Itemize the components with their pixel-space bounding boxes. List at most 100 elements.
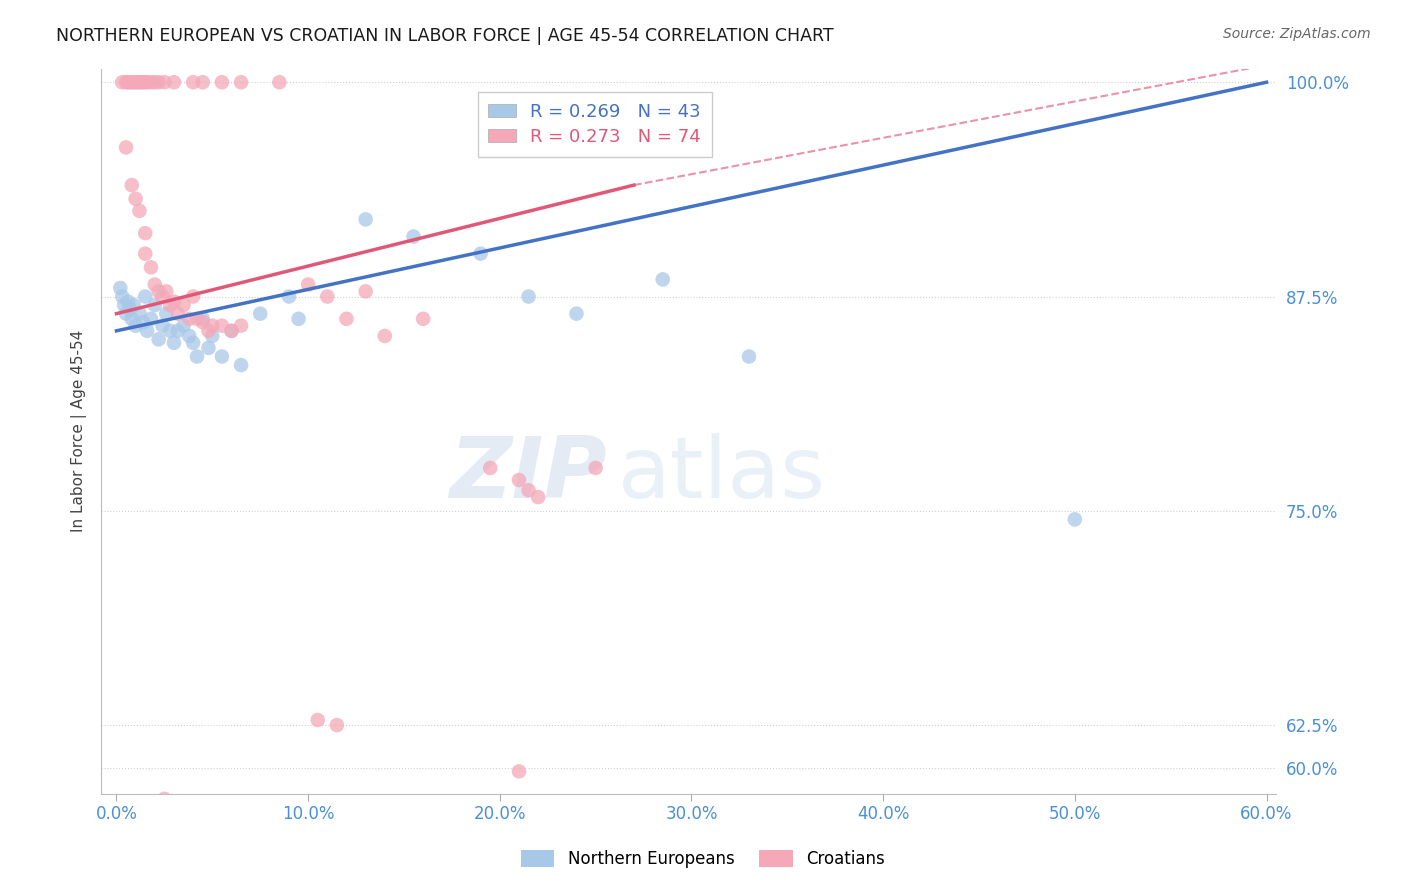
Point xyxy=(132,315,155,329)
Point xyxy=(181,335,204,350)
Point xyxy=(111,289,134,303)
Point xyxy=(307,713,329,727)
Point xyxy=(211,350,233,364)
Point xyxy=(128,75,150,89)
Point xyxy=(354,285,377,299)
Point xyxy=(470,246,492,260)
Point xyxy=(115,75,138,89)
Point xyxy=(122,298,145,312)
Point xyxy=(159,324,181,338)
Point xyxy=(153,75,176,89)
Point xyxy=(132,75,155,89)
Point xyxy=(155,285,177,299)
Point xyxy=(134,75,156,89)
Point xyxy=(179,311,201,326)
Point xyxy=(335,311,357,326)
Point xyxy=(374,329,396,343)
Point xyxy=(134,289,156,303)
Point xyxy=(136,75,159,89)
Point xyxy=(201,318,224,333)
Point xyxy=(517,483,540,498)
Point xyxy=(139,75,162,89)
Point xyxy=(651,272,673,286)
Point xyxy=(1063,512,1085,526)
Point xyxy=(117,294,139,309)
Point xyxy=(152,318,174,333)
Point xyxy=(134,226,156,240)
Point xyxy=(115,140,138,154)
Point xyxy=(269,75,291,89)
Point xyxy=(121,311,143,326)
Point xyxy=(163,75,186,89)
Point xyxy=(110,281,132,295)
Point xyxy=(738,350,761,364)
Point xyxy=(211,318,233,333)
Point xyxy=(124,75,146,89)
Point xyxy=(197,324,219,338)
Point xyxy=(211,798,233,813)
Point xyxy=(229,75,252,89)
Point xyxy=(163,294,186,309)
Point xyxy=(124,192,146,206)
Point xyxy=(517,289,540,303)
Point xyxy=(297,277,319,292)
Point xyxy=(148,332,170,346)
Point xyxy=(585,461,607,475)
Point xyxy=(139,311,162,326)
Point xyxy=(115,307,138,321)
Point xyxy=(181,75,204,89)
Point xyxy=(143,75,166,89)
Text: Source: ZipAtlas.com: Source: ZipAtlas.com xyxy=(1223,27,1371,41)
Point xyxy=(166,307,188,321)
Point xyxy=(159,298,181,312)
Point xyxy=(565,307,588,321)
Text: ZIP: ZIP xyxy=(449,434,606,516)
Point xyxy=(211,75,233,89)
Point xyxy=(122,75,145,89)
Point xyxy=(131,75,153,89)
Point xyxy=(134,246,156,260)
Point xyxy=(121,178,143,193)
Point xyxy=(111,75,134,89)
Point xyxy=(221,324,243,338)
Point xyxy=(201,329,224,343)
Point xyxy=(148,75,170,89)
Point xyxy=(527,490,550,504)
Point xyxy=(179,329,201,343)
Point xyxy=(173,298,195,312)
Point xyxy=(112,298,135,312)
Point xyxy=(148,285,170,299)
Point xyxy=(326,718,349,732)
Point xyxy=(152,289,174,303)
Point xyxy=(139,260,162,275)
Point xyxy=(508,473,530,487)
Point xyxy=(121,75,143,89)
Point xyxy=(354,212,377,227)
Point xyxy=(153,792,176,806)
Point xyxy=(191,315,214,329)
Point xyxy=(249,307,271,321)
Point xyxy=(124,318,146,333)
Point xyxy=(229,358,252,372)
Point xyxy=(173,318,195,333)
Legend: R = 0.269   N = 43, R = 0.273   N = 74: R = 0.269 N = 43, R = 0.273 N = 74 xyxy=(478,92,711,157)
Point xyxy=(128,307,150,321)
Point xyxy=(136,324,159,338)
Point xyxy=(191,75,214,89)
Point xyxy=(143,298,166,312)
Text: NORTHERN EUROPEAN VS CROATIAN IN LABOR FORCE | AGE 45-54 CORRELATION CHART: NORTHERN EUROPEAN VS CROATIAN IN LABOR F… xyxy=(56,27,834,45)
Point xyxy=(508,764,530,779)
Point xyxy=(186,350,208,364)
Point xyxy=(186,311,208,326)
Point xyxy=(229,318,252,333)
Point xyxy=(155,307,177,321)
Point xyxy=(166,324,188,338)
Point xyxy=(412,311,434,326)
Point xyxy=(128,203,150,218)
Point xyxy=(287,311,309,326)
Point xyxy=(316,289,339,303)
Point xyxy=(479,461,502,475)
Point xyxy=(117,75,139,89)
Point xyxy=(197,341,219,355)
Point xyxy=(181,289,204,303)
